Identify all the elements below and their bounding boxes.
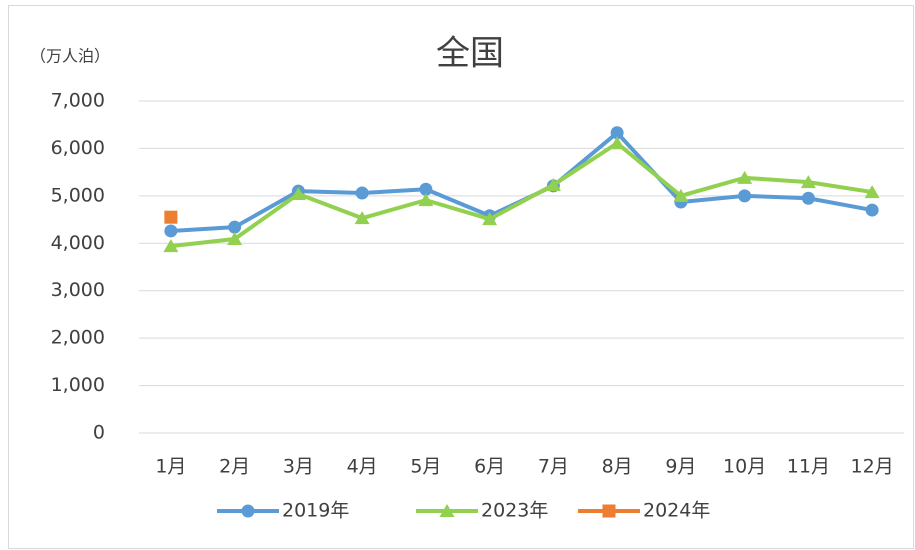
- marker: [673, 188, 689, 202]
- x-tick-label: 5月: [410, 456, 441, 478]
- marker: [164, 210, 178, 224]
- marker: [865, 203, 879, 217]
- x-tick-label: 10月: [723, 456, 766, 478]
- marker: [355, 186, 369, 200]
- marker: [737, 170, 753, 184]
- x-tick-label: 1月: [155, 456, 186, 478]
- legend-label: 2023年: [481, 500, 548, 522]
- marker: [609, 136, 625, 150]
- x-tick-label: 2月: [219, 456, 250, 478]
- y-tick-label: 7,000: [51, 90, 105, 112]
- marker: [800, 175, 816, 189]
- marker: [241, 504, 255, 518]
- marker: [163, 239, 179, 253]
- y-tick-label: 0: [93, 422, 105, 444]
- marker: [545, 177, 561, 191]
- x-tick-label: 9月: [665, 456, 696, 478]
- y-tick-label: 2,000: [51, 327, 105, 349]
- marker: [354, 211, 370, 225]
- marker: [227, 232, 243, 246]
- marker: [602, 504, 616, 518]
- x-tick-label: 4月: [347, 456, 378, 478]
- marker: [164, 224, 178, 238]
- x-tick-label: 11月: [787, 456, 830, 478]
- marker: [419, 182, 433, 196]
- y-tick-label: 3,000: [51, 279, 105, 301]
- x-tick-label: 6月: [474, 456, 505, 478]
- marker: [864, 185, 880, 199]
- marker: [738, 189, 752, 203]
- x-tick-label: 8月: [602, 456, 633, 478]
- marker: [482, 212, 498, 226]
- marker: [290, 186, 306, 200]
- series-line: [170, 141, 873, 249]
- x-tick-label: 3月: [283, 456, 314, 478]
- y-tick-label: 4,000: [51, 232, 105, 254]
- marker: [439, 504, 455, 517]
- chart-frame: [8, 5, 914, 549]
- chart-title: 全国: [436, 34, 504, 74]
- x-tick-label: 12月: [851, 456, 894, 478]
- legend-label: 2019年: [282, 500, 349, 522]
- x-tick-label: 7月: [538, 456, 569, 478]
- y-tick-label: 5,000: [51, 184, 105, 206]
- marker: [418, 193, 434, 207]
- y-tick-label: 1,000: [51, 374, 105, 396]
- marker: [801, 191, 815, 205]
- legend-label: 2024年: [643, 500, 710, 522]
- y-axis-label: （万人泊）: [30, 47, 110, 66]
- marker: [610, 126, 624, 140]
- marker: [228, 220, 242, 234]
- y-tick-label: 6,000: [51, 137, 105, 159]
